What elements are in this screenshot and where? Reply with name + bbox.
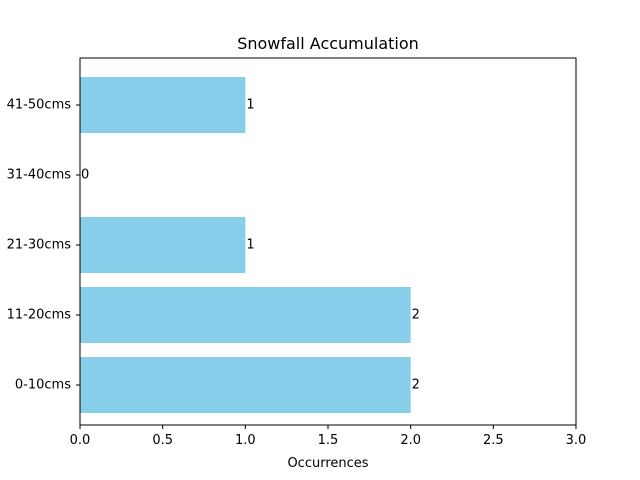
x-tick-label: 0.5 [152,433,173,448]
bar-0-10cms [80,357,411,413]
x-tick-label: 1.5 [318,433,339,448]
data-label-11-20cms: 2 [412,308,420,323]
y-axis-ticks: 0-10cms 11-20cms 21-30cms 31-40cms 41-50cms [7,98,80,393]
y-tick-label-0-10cms: 0-10cms [15,378,71,393]
x-tick-label: 2.5 [483,433,504,448]
x-tick-label: 0.0 [70,433,91,448]
x-axis-ticks: 0.0 0.5 1.0 1.5 2.0 2.5 3.0 [70,425,587,448]
bars-group [80,77,411,413]
x-tick-label: 1.0 [235,433,256,448]
y-tick-label-41-50cms: 41-50cms [7,98,72,113]
y-tick-label-21-30cms: 21-30cms [7,238,72,253]
data-label-21-30cms: 1 [246,238,254,253]
chart-title: Snowfall Accumulation [237,34,419,53]
data-labels-group: 2 2 1 0 1 [81,98,420,393]
data-label-31-40cms: 0 [81,168,89,183]
data-label-0-10cms: 2 [412,378,420,393]
x-tick-label: 2.0 [400,433,421,448]
x-tick-label: 3.0 [566,433,587,448]
bar-21-30cms [80,217,246,273]
data-label-41-50cms: 1 [246,98,254,113]
y-tick-label-11-20cms: 11-20cms [7,308,72,323]
x-axis-label: Occurrences [287,456,368,471]
y-tick-label-31-40cms: 31-40cms [7,168,72,183]
bar-41-50cms [80,77,246,133]
bar-11-20cms [80,287,411,343]
